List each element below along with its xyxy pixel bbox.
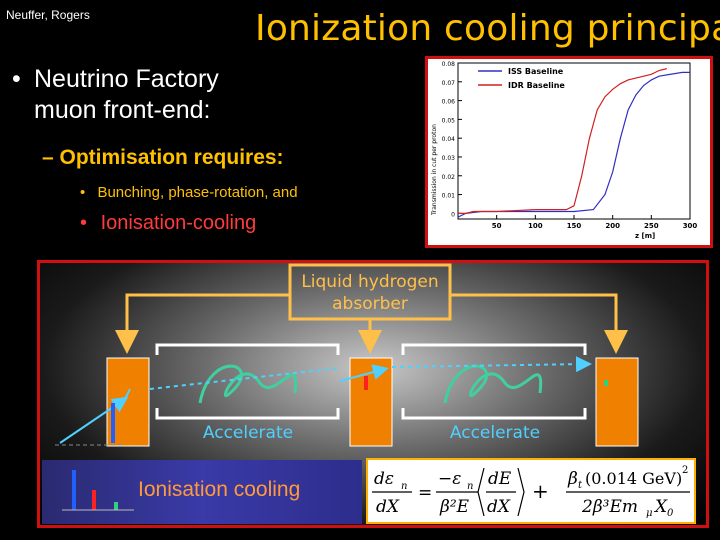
f-beta-t: β — [567, 469, 578, 489]
legend-bar-green — [114, 502, 118, 510]
f-beta2E: β²E — [439, 497, 470, 517]
arrow-to-absorber-3 — [450, 293, 628, 354]
f-sq: 2 — [682, 465, 688, 476]
rf-bracket-bottom-1 — [155, 408, 340, 420]
y-tick-label: 0.01 — [442, 193, 456, 200]
f-sub-t: t — [578, 480, 583, 491]
f-eps1: ε — [385, 469, 394, 489]
accelerate-label-left: Accelerate — [203, 423, 293, 443]
ionisation-cooling-label: Ionisation cooling — [138, 478, 301, 501]
cooling-formula: dε n dX = −ε n β²E dE dX + β t (0.014 Ge… — [366, 458, 696, 524]
chart-svg: 0 0.01 0.02 0.03 0.04 0.05 0.06 0.07 0.08 50 100 15… — [431, 61, 698, 240]
f-dE: dE — [488, 469, 512, 489]
sub-sub-bullet-cooling: • Ionisation-cooling — [80, 212, 256, 235]
f-gev: (0.014 GeV) — [585, 469, 682, 488]
bullet-text: Ionisation-cooling — [100, 212, 257, 234]
absorber-label-line2: absorber — [332, 294, 408, 314]
absorber-label-line1: Liquid hydrogen — [301, 272, 438, 292]
legend-label-2: IDR Baseline — [508, 81, 565, 90]
y-tick-label: 0.03 — [442, 155, 456, 162]
legend-label-1: ISS Baseline — [508, 67, 564, 76]
f-sub-0: 0 — [667, 508, 674, 519]
f-minus-eps: −ε — [438, 469, 461, 489]
y-tick-label: 0.02 — [442, 174, 456, 181]
x-tick-label: 100 — [528, 222, 543, 230]
bar-blue — [111, 403, 115, 443]
rf-bracket-top-2 — [401, 343, 587, 355]
arrow-to-absorber-1 — [115, 293, 290, 354]
bar-red — [364, 376, 368, 390]
coil-loops-1 — [198, 364, 298, 404]
muon-arrow-1b — [124, 388, 131, 400]
f-den: 2β³Em — [581, 497, 638, 517]
f-X0: X — [653, 497, 668, 517]
y-tick-label: 0.06 — [442, 99, 456, 106]
bar-green — [604, 380, 608, 386]
x-tick-label: 200 — [605, 222, 620, 230]
muon-path-1 — [149, 367, 341, 390]
rf-bracket-top-1 — [155, 343, 340, 355]
f-dX2: dX — [487, 497, 511, 517]
x-tick-label: 150 — [567, 222, 582, 230]
muon-arrow-2 — [339, 364, 389, 382]
plot-area — [457, 62, 691, 220]
rf-bracket-bottom-2 — [401, 408, 587, 420]
coil-loops-2 — [443, 364, 543, 404]
f-d1: d — [374, 469, 385, 489]
x-tick-label: 300 — [683, 222, 698, 230]
f-dX1: dX — [376, 497, 400, 517]
absorber-3 — [595, 357, 639, 447]
bullet-dot: • — [80, 212, 88, 234]
ionisation-bars — [62, 470, 134, 511]
transmission-chart: 0 0.01 0.02 0.03 0.04 0.05 0.06 0.07 0.08 50 100 15… — [425, 56, 713, 248]
x-tick-label: 50 — [492, 222, 502, 230]
diagram-svg: Liquid hydrogen absorber Accelerate Acce… — [55, 263, 639, 447]
svg-text:dε: dε — [374, 469, 394, 489]
y-tick-label: 0.04 — [442, 136, 456, 143]
author-label: Neuffer, Rogers — [6, 8, 90, 22]
x-axis-label: z [m] — [635, 232, 655, 240]
bullet-dot: • — [12, 65, 21, 93]
y-axis-label: Transmission in cut per proton — [431, 124, 438, 216]
formula-svg: dε n dX = −ε n β²E dE dX + β t (0.014 Ge… — [372, 465, 690, 519]
absorber-2 — [349, 357, 393, 447]
f-eq: = — [418, 483, 432, 503]
sub-bullet-optimisation: – Optimisation requires: — [42, 146, 284, 169]
f-plus: + — [532, 479, 549, 503]
series-line-2 — [458, 68, 667, 214]
legend-bar-red — [92, 490, 96, 510]
bullet-text: Neutrino Factory muon front-end: — [34, 65, 219, 124]
y-tick-label: 0.08 — [442, 61, 456, 68]
legend-bar-blue — [72, 470, 76, 510]
muon-path-2 — [391, 356, 592, 373]
bullet-dot: • — [80, 184, 86, 201]
y-tick-label: 0.07 — [442, 80, 456, 87]
f-sub-n2: n — [467, 481, 473, 492]
sub-sub-bullet-bunching: • Bunching, phase-rotation, and — [80, 184, 298, 201]
y-tick-label: 0.05 — [442, 117, 456, 124]
accelerate-label-right: Accelerate — [450, 423, 540, 443]
f-sub-n1: n — [401, 481, 407, 492]
y-tick-label: 0 — [451, 211, 455, 218]
f-mu: μ — [646, 508, 653, 519]
ionisation-legend-box — [42, 460, 362, 524]
bullet-text: Bunching, phase-rotation, and — [97, 184, 298, 201]
x-tick-label: 250 — [644, 222, 659, 230]
slide-title: Ionization cooling principal: — [255, 8, 720, 49]
